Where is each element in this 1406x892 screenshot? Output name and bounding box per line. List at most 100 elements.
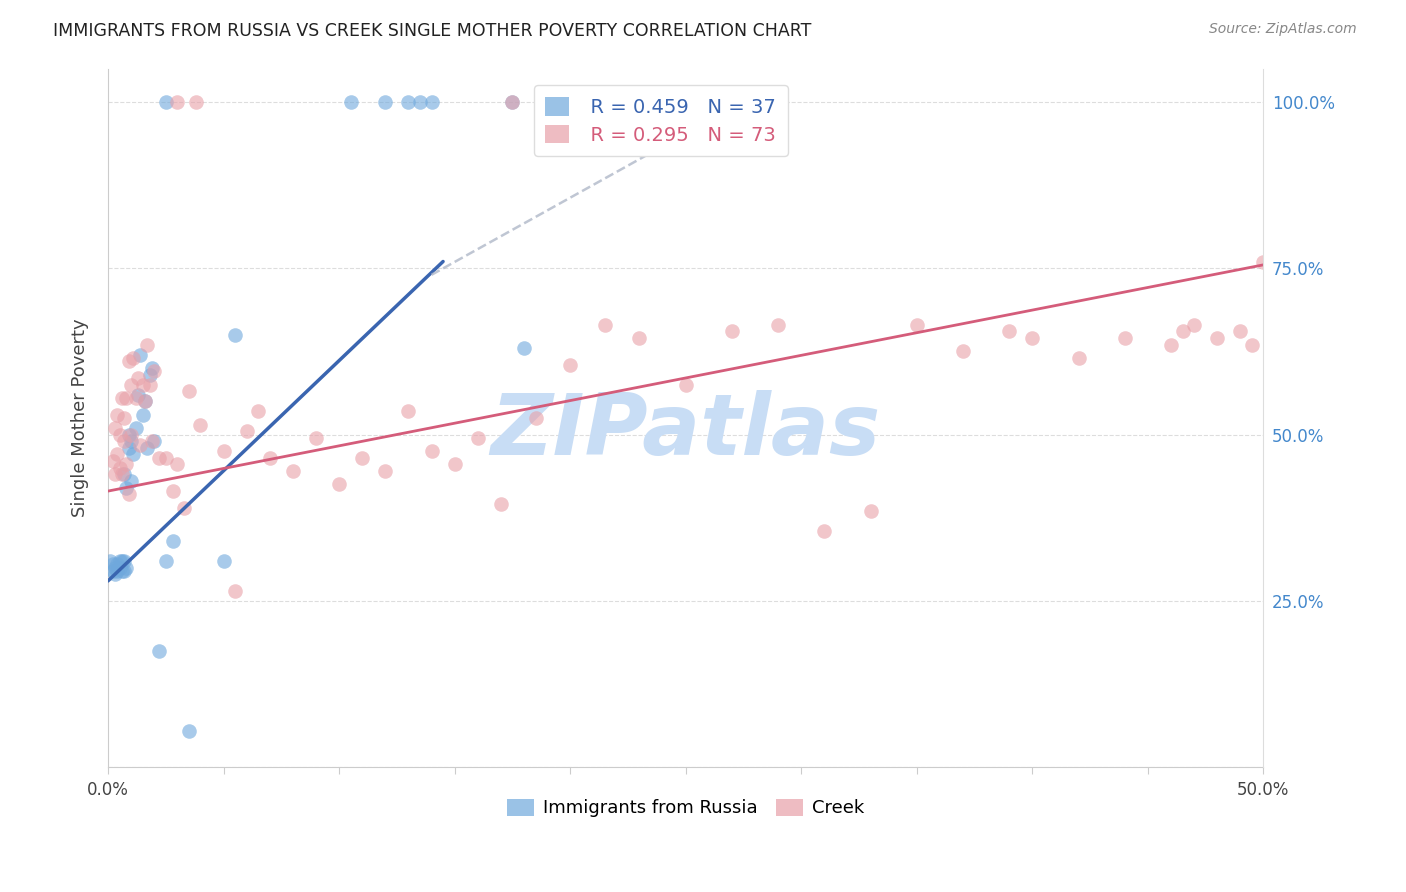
Point bbox=[101, 564, 124, 578]
Point bbox=[409, 95, 432, 109]
Point bbox=[224, 583, 246, 598]
Point bbox=[628, 331, 651, 345]
Point bbox=[136, 441, 159, 455]
Point bbox=[339, 95, 361, 109]
Point bbox=[396, 404, 419, 418]
Point bbox=[281, 464, 304, 478]
Point bbox=[560, 358, 582, 372]
Point bbox=[98, 554, 121, 568]
Point bbox=[120, 474, 142, 488]
Text: IMMIGRANTS FROM RUSSIA VS CREEK SINGLE MOTHER POVERTY CORRELATION CHART: IMMIGRANTS FROM RUSSIA VS CREEK SINGLE M… bbox=[53, 22, 811, 40]
Legend: Immigrants from Russia, Creek: Immigrants from Russia, Creek bbox=[501, 791, 872, 824]
Point bbox=[224, 327, 246, 342]
Point bbox=[101, 558, 124, 572]
Point bbox=[443, 458, 465, 472]
Point bbox=[173, 500, 195, 515]
Point bbox=[143, 434, 166, 449]
Point bbox=[952, 344, 974, 359]
Point bbox=[118, 427, 141, 442]
Point bbox=[122, 448, 145, 462]
Point bbox=[118, 487, 141, 501]
Point bbox=[104, 421, 127, 435]
Point bbox=[105, 558, 128, 572]
Point bbox=[141, 434, 163, 449]
Point bbox=[675, 377, 697, 392]
Text: Source: ZipAtlas.com: Source: ZipAtlas.com bbox=[1209, 22, 1357, 37]
Point bbox=[420, 95, 443, 109]
Point bbox=[131, 377, 153, 392]
Point bbox=[108, 554, 131, 568]
Point bbox=[524, 410, 547, 425]
Point bbox=[129, 437, 152, 451]
Point bbox=[111, 391, 134, 405]
Text: ZIPatlas: ZIPatlas bbox=[491, 391, 880, 474]
Point bbox=[155, 450, 177, 465]
Point bbox=[104, 567, 127, 582]
Point bbox=[859, 504, 882, 518]
Point bbox=[155, 554, 177, 568]
Point bbox=[101, 454, 124, 468]
Point bbox=[120, 427, 142, 442]
Point bbox=[138, 368, 160, 382]
Point bbox=[148, 644, 170, 658]
Point bbox=[1160, 337, 1182, 351]
Point bbox=[112, 467, 135, 482]
Point bbox=[998, 325, 1021, 339]
Point bbox=[115, 560, 138, 574]
Point bbox=[111, 554, 134, 568]
Point bbox=[111, 467, 134, 482]
Point bbox=[1240, 337, 1263, 351]
Point bbox=[190, 417, 212, 432]
Point bbox=[105, 564, 128, 578]
Point bbox=[1021, 331, 1043, 345]
Point bbox=[166, 458, 188, 472]
Point bbox=[112, 554, 135, 568]
Point bbox=[111, 564, 134, 578]
Point bbox=[104, 560, 127, 574]
Point bbox=[112, 434, 135, 449]
Point bbox=[148, 450, 170, 465]
Point bbox=[177, 723, 200, 738]
Point bbox=[396, 95, 419, 109]
Point bbox=[420, 444, 443, 458]
Point bbox=[141, 361, 163, 376]
Point bbox=[467, 431, 489, 445]
Point bbox=[127, 371, 149, 385]
Point bbox=[184, 95, 207, 109]
Y-axis label: Single Mother Poverty: Single Mother Poverty bbox=[72, 318, 89, 517]
Point bbox=[112, 410, 135, 425]
Point bbox=[247, 404, 270, 418]
Point bbox=[1182, 318, 1205, 332]
Point bbox=[813, 524, 835, 538]
Point bbox=[105, 408, 128, 422]
Point bbox=[136, 337, 159, 351]
Point bbox=[305, 431, 328, 445]
Point bbox=[489, 497, 512, 511]
Point bbox=[108, 460, 131, 475]
Point bbox=[122, 351, 145, 365]
Point bbox=[108, 560, 131, 574]
Point bbox=[513, 341, 536, 355]
Point bbox=[212, 444, 235, 458]
Point bbox=[138, 377, 160, 392]
Point bbox=[1171, 325, 1194, 339]
Point bbox=[1264, 254, 1286, 268]
Point bbox=[1229, 325, 1251, 339]
Point bbox=[177, 384, 200, 399]
Point bbox=[166, 95, 188, 109]
Point bbox=[259, 450, 281, 465]
Point bbox=[134, 394, 156, 409]
Point bbox=[162, 484, 184, 499]
Point bbox=[1114, 331, 1136, 345]
Point bbox=[582, 95, 605, 109]
Point bbox=[1067, 351, 1090, 365]
Point bbox=[112, 564, 135, 578]
Point bbox=[905, 318, 928, 332]
Point bbox=[108, 427, 131, 442]
Point bbox=[127, 387, 149, 401]
Point bbox=[115, 458, 138, 472]
Point bbox=[120, 377, 142, 392]
Point bbox=[118, 354, 141, 368]
Point bbox=[593, 318, 616, 332]
Point bbox=[352, 450, 374, 465]
